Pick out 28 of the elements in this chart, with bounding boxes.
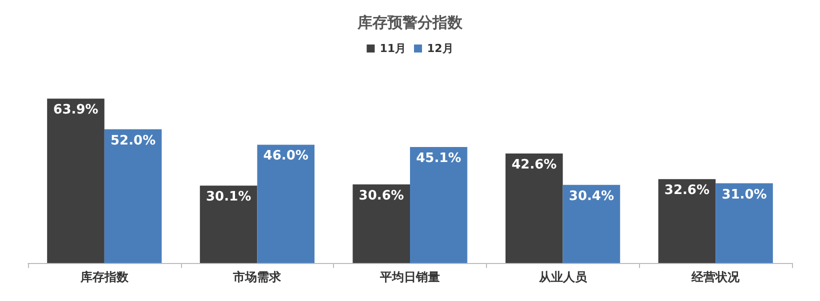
data-label: 32.6% <box>664 183 710 198</box>
bar <box>562 184 620 263</box>
bar <box>506 153 563 263</box>
bar <box>352 184 410 263</box>
bar <box>47 98 104 263</box>
chart-title: 库存预警分指数 <box>356 14 464 32</box>
bar <box>716 183 773 263</box>
data-label: 30.1% <box>206 190 252 205</box>
data-label: 46.0% <box>263 148 308 164</box>
legend-label: 11月 <box>380 42 406 55</box>
data-label: 31.0% <box>722 187 767 202</box>
bar <box>257 144 314 263</box>
data-label: 52.0% <box>110 133 156 148</box>
x-tick-label: 市场需求 <box>232 270 282 284</box>
legend-label: 12月 <box>427 42 454 55</box>
x-tick-label: 库存指数 <box>79 270 130 284</box>
bar <box>658 179 716 263</box>
data-label: 30.6% <box>358 188 404 204</box>
data-label: 63.9% <box>53 102 98 118</box>
x-tick-label: 经营状况 <box>690 270 741 284</box>
data-label: 42.6% <box>512 157 557 172</box>
bar <box>410 147 468 263</box>
data-label: 45.1% <box>416 151 462 166</box>
data-label: 30.4% <box>568 188 614 204</box>
bar <box>200 186 258 263</box>
bar <box>104 129 162 263</box>
x-tick-label: 从业人员 <box>538 270 588 284</box>
x-tick-label: 平均日销量 <box>379 270 440 284</box>
